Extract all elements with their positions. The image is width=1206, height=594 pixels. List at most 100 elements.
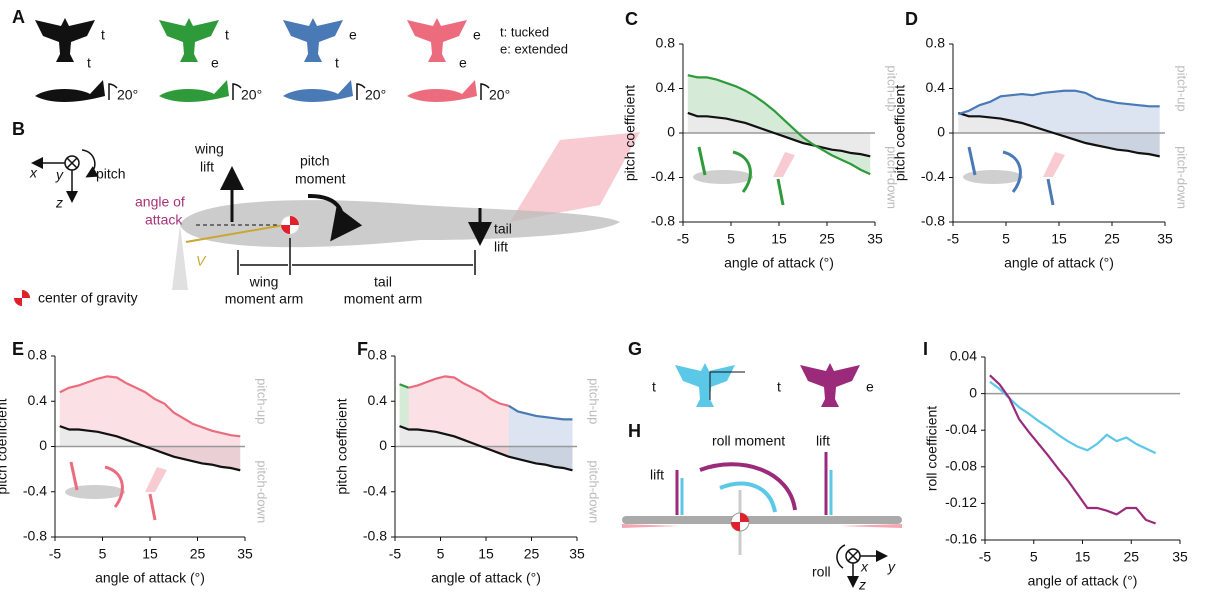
inset-arrow: [71, 462, 77, 490]
angle-arrow: [109, 84, 117, 100]
x-tick-label: 25: [819, 231, 835, 247]
inset-arrow: [1048, 179, 1053, 205]
x-axis-label: angle of attack (°): [431, 570, 541, 586]
inset-arrow: [699, 147, 705, 175]
label: t: [101, 27, 105, 43]
side-view: [35, 80, 105, 102]
panel-label: A: [12, 7, 25, 27]
x-tick-label: 5: [1002, 231, 1010, 247]
y-axis-label: pitch coefficient: [622, 85, 638, 181]
y-tick-label: -0.4: [23, 482, 47, 498]
y-tick-label: 0: [969, 384, 977, 400]
label: lift: [200, 159, 214, 175]
x-tick-label: 35: [1157, 231, 1173, 247]
y-tick-label: 0: [39, 437, 47, 453]
roll-arrow: [700, 464, 795, 510]
x-axis-label: angle of attack (°): [1028, 573, 1138, 589]
bird-icon: [675, 363, 735, 407]
y-tick-label: 0.4: [368, 392, 388, 408]
inset-arrow: [150, 494, 155, 520]
label: angle of: [135, 194, 185, 210]
y-tick-label: -0.16: [945, 531, 977, 547]
side-annotation: pitch-down: [587, 460, 602, 523]
y-tick-label: 0.8: [368, 347, 388, 363]
figure: A tt20°te20°et20°ee20° t: tucked e: exte…: [0, 0, 1206, 594]
y-tick-label: 0: [379, 437, 387, 453]
side-view: [159, 80, 229, 102]
label: t: [335, 55, 339, 71]
angle-arrow: [357, 84, 365, 100]
plane-front: [622, 490, 902, 555]
y-tick-label: -0.08: [945, 458, 977, 474]
x-tick-label: 15: [478, 546, 494, 562]
y-tick-label: 0.8: [926, 35, 946, 51]
x-tick-label: 25: [1104, 231, 1120, 247]
x-tick-label: 35: [1172, 549, 1188, 565]
axis-name: x: [860, 559, 869, 575]
x-tick-label: 35: [569, 546, 585, 562]
label: e: [473, 27, 481, 43]
y-axis-label: roll coefficient: [924, 406, 940, 491]
label: t: [225, 27, 229, 43]
x-tick-label: 15: [142, 546, 158, 562]
panel-label: G: [628, 339, 642, 359]
y-tick-label: -0.4: [363, 482, 387, 498]
axis-name: z: [858, 577, 866, 593]
axis-name: pitch: [96, 166, 126, 182]
x-axis-label: angle of attack (°): [1004, 255, 1114, 271]
legend-text: t: tucked: [500, 24, 549, 39]
axis-name: y: [55, 167, 64, 183]
label: t: [777, 379, 781, 395]
x-tick-label: 35: [867, 231, 883, 247]
y-tick-label: 0.04: [950, 348, 977, 364]
label: V: [196, 253, 207, 269]
panel-label: F: [357, 339, 368, 359]
roll-arrow: [720, 484, 775, 512]
y-tick-label: 0: [667, 124, 675, 140]
bird-icon: [800, 363, 860, 407]
series-line: [990, 375, 1156, 523]
y-tick-label: -0.8: [363, 528, 387, 544]
x-tick-label: 5: [1030, 549, 1038, 565]
x-tick-label: -5: [389, 546, 402, 562]
side-annotation: pitch-down: [1175, 146, 1190, 209]
panel-label: H: [628, 421, 641, 441]
angle-arrow: [233, 84, 241, 100]
bird-icon: [35, 18, 95, 62]
plane-side: [172, 132, 640, 290]
x-tick-label: -5: [677, 231, 690, 247]
x-tick-label: -5: [979, 549, 992, 565]
label: attack: [145, 212, 183, 228]
label: wing: [249, 274, 279, 290]
panel-label: E: [12, 339, 24, 359]
side-annotation: pitch-up: [255, 378, 270, 424]
x-tick-label: 15: [1075, 549, 1091, 565]
side-annotation: pitch-up: [587, 378, 602, 424]
inset-plane: [693, 170, 753, 184]
axis-name: x: [29, 165, 38, 181]
y-tick-label: -0.12: [945, 494, 977, 510]
x-tick-label: -5: [947, 231, 960, 247]
label: 20°: [117, 87, 138, 103]
x-tick-label: 5: [99, 546, 107, 562]
y-tick-label: -0.4: [651, 168, 675, 184]
inset-tail: [145, 467, 167, 492]
inset-arrow: [778, 179, 783, 205]
y-axis-label: pitch coefficient: [0, 398, 10, 494]
label: lift: [494, 239, 508, 255]
side-view: [407, 80, 477, 102]
y-tick-label: -0.8: [23, 528, 47, 544]
inset-arrow: [969, 147, 975, 175]
series-line: [990, 382, 1156, 453]
label: wing: [194, 141, 224, 157]
label: 20°: [489, 87, 510, 103]
axis-name: z: [55, 195, 63, 211]
label: e: [211, 55, 219, 71]
angle-arrow: [481, 84, 489, 100]
cg-marker: [281, 216, 299, 234]
axis-name: y: [887, 559, 896, 575]
label: tail: [374, 274, 392, 290]
label: e: [866, 379, 874, 395]
y-tick-label: 0.8: [656, 35, 676, 51]
x-tick-label: 25: [1123, 549, 1139, 565]
